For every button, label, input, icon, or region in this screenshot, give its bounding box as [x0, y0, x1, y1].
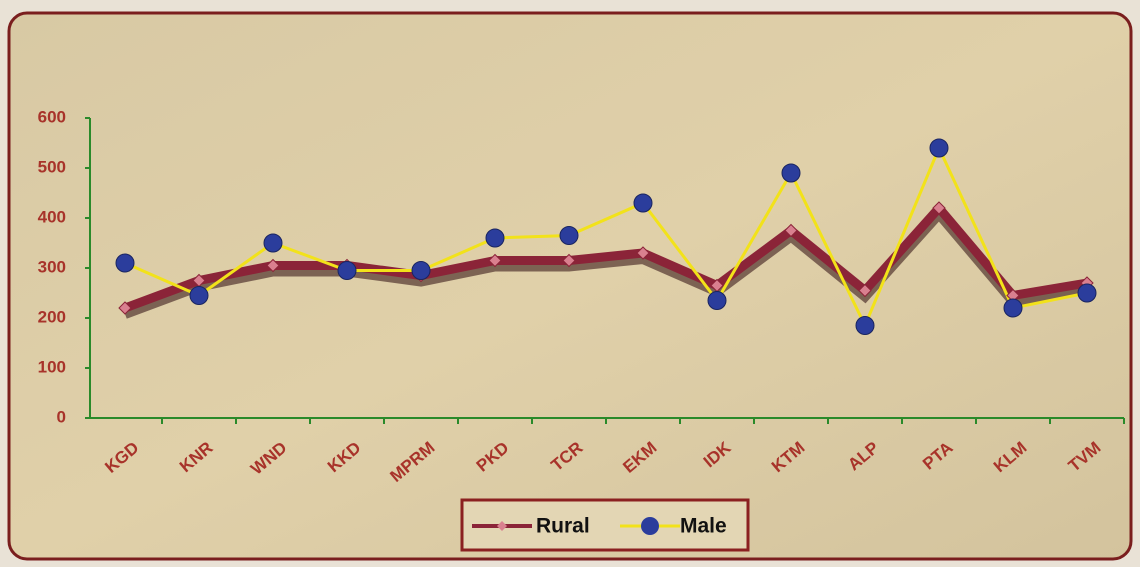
marker: [189, 286, 209, 305]
series-line: [124, 144, 1088, 330]
y-tick-label: 600: [38, 107, 66, 126]
marker: [858, 283, 872, 298]
marker: [781, 163, 801, 183]
y-tick-label: 0: [57, 407, 66, 426]
marker: [115, 253, 135, 273]
marker: [855, 316, 875, 335]
legend-marker: [497, 521, 507, 531]
y-tick-label: 100: [38, 357, 66, 376]
legend-label: Male: [680, 515, 727, 538]
y-tick-label: 400: [38, 207, 66, 226]
marker: [485, 228, 505, 248]
y-tick-label: 200: [38, 307, 66, 326]
y-tick-label: 300: [38, 257, 66, 276]
marker: [932, 201, 946, 215]
marker: [118, 301, 132, 315]
marker: [1003, 298, 1023, 318]
legend-marker: [641, 517, 659, 535]
marker: [1077, 283, 1097, 303]
marker: [633, 193, 653, 213]
marker: [784, 223, 798, 238]
y-tick-label: 500: [38, 157, 66, 176]
chart-frame: [7, 11, 1133, 561]
marker: [266, 258, 280, 273]
marker: [636, 246, 650, 260]
marker: [707, 291, 727, 310]
marker: [263, 233, 283, 253]
marker: [559, 226, 579, 245]
marker: [929, 138, 949, 158]
marker: [337, 261, 357, 280]
marker: [488, 253, 502, 268]
marker: [411, 261, 431, 280]
legend-label: Rural: [536, 515, 590, 538]
series-line: [123, 203, 1088, 313]
marker: [562, 253, 576, 268]
